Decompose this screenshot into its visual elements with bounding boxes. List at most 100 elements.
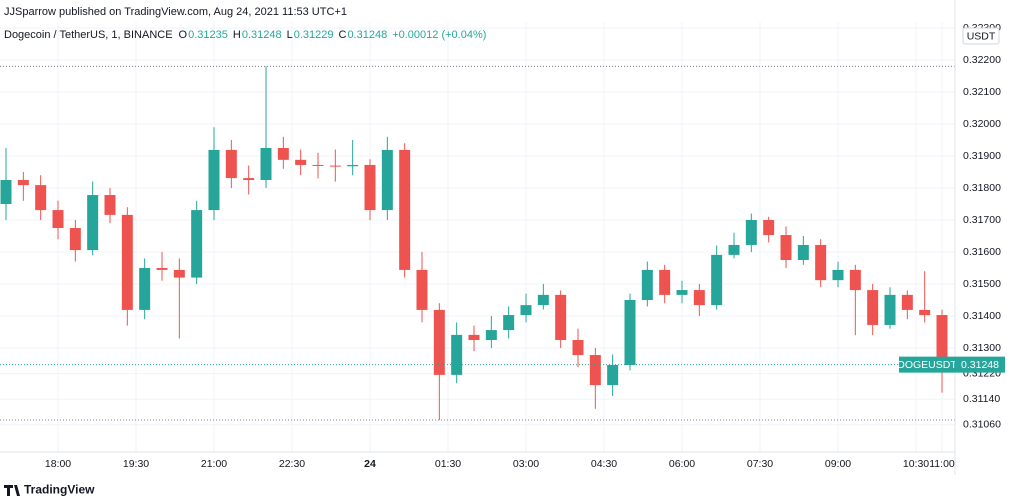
x-tick-label: 04:30 xyxy=(591,458,617,470)
candle-body xyxy=(537,294,549,306)
x-tick-label: 03:00 xyxy=(513,458,539,470)
candle-body xyxy=(676,290,688,295)
candle-body xyxy=(191,210,203,278)
legend: Dogecoin / TetherUS, 1, BINANCE O 0.31235 H… xyxy=(4,29,486,41)
candle-body xyxy=(503,315,515,331)
candle-body xyxy=(520,305,532,316)
candle-body xyxy=(260,148,272,180)
footer-logo xyxy=(4,485,20,496)
candle-body xyxy=(589,355,601,386)
y-tick-label: 0.32000 xyxy=(963,118,1001,130)
x-tick-label: 18:00 xyxy=(45,458,71,470)
price-tag-symbol: DOGEUSDT xyxy=(897,359,957,371)
candle-body xyxy=(780,235,792,260)
price-tag-value-box xyxy=(955,356,1005,373)
price-tag-symbol-box xyxy=(899,356,955,373)
candle-body xyxy=(451,334,463,375)
y-tick-label: 0.31060 xyxy=(963,419,1001,431)
candle-body xyxy=(485,330,497,340)
y-tick-label: 0.31900 xyxy=(963,150,1001,162)
candle-body xyxy=(815,244,827,281)
candle-body xyxy=(641,269,653,300)
candle-body xyxy=(797,244,809,260)
candle-body xyxy=(832,269,844,281)
candle-body xyxy=(87,195,99,251)
x-tick-label: 21:00 xyxy=(201,458,227,470)
candle-body xyxy=(139,268,151,310)
candle-body xyxy=(936,315,948,365)
candle-body xyxy=(364,164,376,211)
currency: USDT xyxy=(967,30,996,42)
candle-body xyxy=(121,214,133,310)
currency-box xyxy=(962,27,1000,45)
legend-item: L xyxy=(287,29,293,41)
y-tick-label: 0.31800 xyxy=(963,182,1001,194)
x-tick-label: 01:30 xyxy=(435,458,461,470)
legend-item: Dogecoin / TetherUS, 1, BINANCE xyxy=(4,29,173,41)
y-tick-label: 0.31140 xyxy=(963,393,1000,405)
y-tick-label: 0.32100 xyxy=(963,86,1001,98)
candle-body xyxy=(433,309,445,375)
candle-body xyxy=(607,364,619,386)
legend-item: O xyxy=(179,29,188,41)
candle-body xyxy=(104,195,116,215)
candles xyxy=(0,65,955,421)
candle-body xyxy=(416,269,428,310)
candle-body xyxy=(624,300,636,365)
x-tick-label: 22:30 xyxy=(279,458,305,470)
candle-body xyxy=(347,164,359,167)
legend-item: 0.31229 xyxy=(294,29,334,41)
legend-item: 0.31248 xyxy=(347,29,387,41)
price-axis-panel xyxy=(955,0,1017,475)
y-tick-label: 0.31500 xyxy=(963,278,1001,290)
candle-body xyxy=(572,340,584,356)
candle-body xyxy=(711,254,723,306)
candle-body xyxy=(52,210,64,228)
candle-body xyxy=(243,178,255,180)
legend-item: 0.31235 xyxy=(188,29,228,41)
candle-body xyxy=(295,159,307,165)
y-tick-label: 0.31700 xyxy=(963,214,1001,226)
candle-body xyxy=(35,185,47,211)
candle-body xyxy=(156,268,168,270)
candle-body xyxy=(312,164,324,166)
candle-body xyxy=(0,180,12,204)
x-tick-label: 24 xyxy=(364,458,376,470)
y-tick-label: 0.31400 xyxy=(963,310,1001,322)
candle-body xyxy=(208,149,220,211)
candle-body xyxy=(555,294,567,340)
candle-body xyxy=(225,149,237,179)
candle-body xyxy=(763,220,775,236)
price-tag-value: 0.31248 xyxy=(961,359,999,371)
grid xyxy=(0,22,955,452)
candle-body xyxy=(849,269,861,291)
candle-body xyxy=(745,220,757,245)
candle-body xyxy=(728,244,740,255)
x-tick-label: 09:00 xyxy=(825,458,851,470)
candle-body xyxy=(17,180,29,186)
legend-item: +0.00012 (+0.04%) xyxy=(392,29,486,41)
candle-body xyxy=(659,269,671,295)
x-tick-label: 11:00 xyxy=(929,458,955,470)
candle-body xyxy=(867,290,879,325)
x-tick-label: 19:30 xyxy=(123,458,149,470)
axes: 18:00 19:30 21:00 22:30 24 01:30 03:00 04:30 06:… xyxy=(45,0,1017,475)
candle-body xyxy=(901,294,913,310)
candle-body xyxy=(468,334,480,340)
candle-body xyxy=(69,228,81,251)
legend-item: C xyxy=(338,29,346,41)
y-tick-label: 0.32200 xyxy=(963,54,1001,66)
candle-body xyxy=(399,149,411,270)
y-tick-label: 0.31600 xyxy=(963,246,1001,258)
candle-body xyxy=(329,165,341,167)
legend-item: H xyxy=(233,29,241,41)
candle-body xyxy=(173,269,185,278)
candle-body xyxy=(919,309,931,316)
x-tick-label: 10:30 xyxy=(903,458,929,470)
candle-body xyxy=(693,290,705,306)
candle-body xyxy=(277,148,289,160)
y-tick-label: 0.31300 xyxy=(963,342,1001,354)
x-tick-label: 07:30 xyxy=(747,458,773,470)
candle-body xyxy=(884,294,896,325)
